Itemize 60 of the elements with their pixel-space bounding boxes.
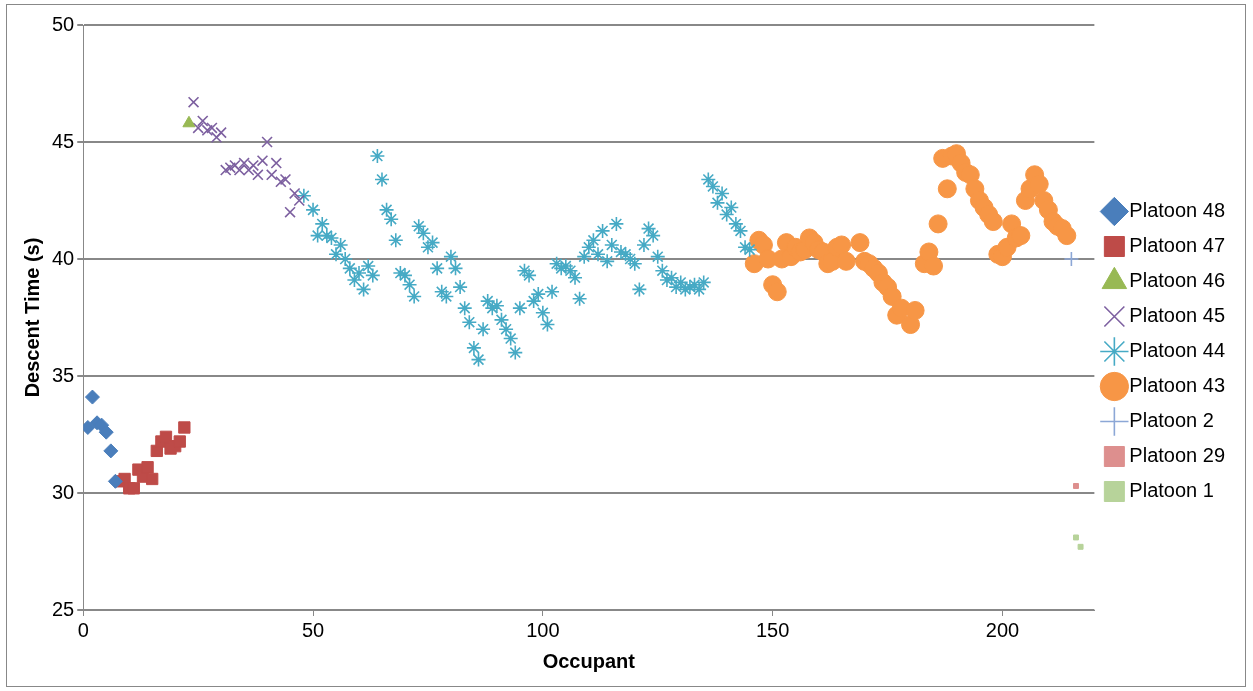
point: [127, 482, 140, 495]
y-tick-label: 40: [52, 246, 75, 269]
point: [84, 389, 100, 405]
point: [293, 194, 306, 207]
point: [1063, 251, 1080, 267]
x-tick-label: 200: [985, 618, 1020, 641]
point: [229, 159, 241, 172]
point: [141, 461, 154, 474]
y-tick-label: 35: [52, 363, 75, 386]
point: [256, 154, 269, 167]
x-tick-label: 50: [301, 618, 325, 641]
point: [210, 131, 223, 144]
point: [252, 169, 264, 181]
x-tick-label: 0: [77, 618, 89, 641]
y-tick-label: 30: [52, 480, 75, 503]
x-tick-label: 150: [755, 618, 790, 641]
point: [192, 122, 204, 134]
y-tick-label: 25: [52, 597, 75, 620]
x-axis-title: Occupant: [542, 649, 636, 672]
legend-label: Platoon 29: [1129, 444, 1226, 467]
point: [224, 161, 237, 174]
point: [1073, 483, 1079, 489]
legend-label: Platoon 2: [1129, 409, 1214, 432]
point: [103, 443, 119, 459]
point: [288, 187, 301, 200]
y-tick-label: 50: [52, 12, 75, 35]
point: [146, 472, 159, 486]
point: [182, 115, 196, 128]
point: [173, 435, 186, 448]
y-axis-title: Descent Time (s): [20, 237, 43, 398]
point: [261, 136, 273, 148]
legend-label: Platoon 44: [1129, 339, 1226, 362]
point: [196, 115, 209, 127]
legend-label: Platoon 45: [1129, 304, 1226, 327]
point: [265, 169, 278, 181]
point: [1073, 534, 1079, 541]
point: [238, 157, 250, 169]
point: [233, 164, 246, 176]
point: [178, 421, 191, 434]
legend-label: Platoon 43: [1129, 374, 1226, 397]
point: [187, 96, 200, 108]
y-tick-label: 45: [52, 129, 75, 152]
point: [270, 157, 283, 169]
x-tick-label: 100: [526, 618, 560, 641]
point: [206, 122, 218, 134]
legend-label: Platoon 46: [1129, 269, 1226, 292]
legend-label: Platoon 47: [1129, 234, 1226, 257]
point: [275, 176, 287, 188]
point: [279, 173, 292, 186]
point: [1077, 543, 1084, 550]
point: [247, 159, 260, 172]
point: [284, 206, 296, 218]
point: [98, 424, 114, 440]
point: [107, 473, 123, 489]
legend-label: Platoon 1: [1129, 479, 1214, 502]
point: [219, 164, 232, 176]
point: [242, 164, 255, 176]
point: [201, 124, 214, 137]
point: [215, 126, 227, 139]
legend-label: Platoon 48: [1129, 199, 1226, 222]
